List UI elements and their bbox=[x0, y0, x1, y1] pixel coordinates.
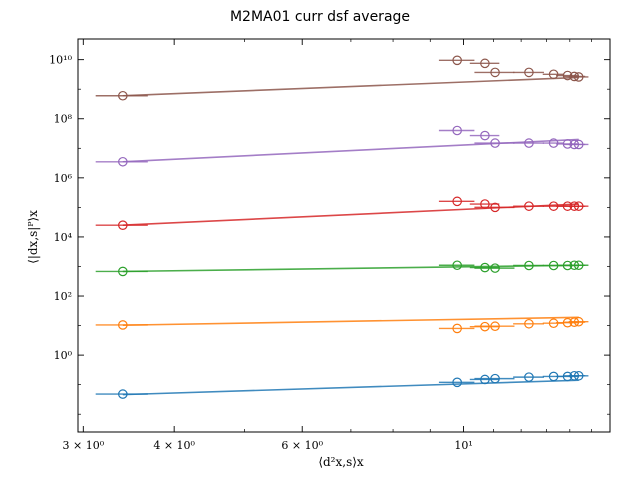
data-point bbox=[452, 323, 462, 334]
series-5 bbox=[95, 55, 589, 101]
data-point bbox=[573, 316, 584, 327]
data-point bbox=[490, 138, 500, 148]
y-tick-label: 10² bbox=[54, 290, 72, 303]
x-tick-label: 3 × 10⁰ bbox=[62, 439, 104, 452]
data-point bbox=[548, 201, 559, 211]
data-point bbox=[562, 70, 573, 81]
data-point bbox=[452, 125, 462, 136]
data-point bbox=[452, 377, 462, 388]
x-tick-label: 10¹ bbox=[454, 439, 472, 452]
data-point bbox=[562, 139, 573, 149]
data-point bbox=[118, 266, 128, 277]
data-point bbox=[490, 263, 500, 273]
y-axis: 10⁰ 10² 10⁴ 10⁶ 10⁸ 10¹⁰ bbox=[49, 54, 610, 415]
x-axis-label: ⟨d²x,s⟩x bbox=[318, 455, 364, 469]
data-point bbox=[524, 201, 534, 211]
data-point bbox=[452, 196, 462, 207]
data-point bbox=[569, 71, 580, 82]
data-point bbox=[569, 139, 580, 150]
data-point bbox=[573, 139, 584, 150]
data-point bbox=[524, 260, 534, 271]
trend-line bbox=[122, 76, 579, 97]
data-point bbox=[480, 130, 490, 141]
data-point bbox=[562, 317, 573, 328]
data-point bbox=[569, 201, 580, 211]
data-point bbox=[569, 260, 580, 271]
data-point bbox=[524, 318, 534, 329]
data-point bbox=[548, 371, 559, 382]
data-point bbox=[548, 69, 559, 80]
series-4 bbox=[95, 125, 589, 167]
data-point bbox=[524, 138, 534, 148]
x-tick-label: 4 × 10⁰ bbox=[153, 439, 195, 452]
data-point bbox=[548, 318, 559, 329]
data-point bbox=[569, 370, 580, 381]
data-point bbox=[548, 260, 559, 271]
x-tick-label: 6 × 10⁰ bbox=[281, 439, 323, 452]
data-point bbox=[118, 389, 128, 399]
data-point bbox=[573, 72, 584, 82]
data-point bbox=[490, 202, 500, 213]
data-point bbox=[569, 317, 580, 328]
data-point bbox=[573, 260, 584, 271]
y-axis-label: ⟨|dx,s|ᴾ⟩x bbox=[26, 210, 40, 264]
data-point bbox=[524, 372, 534, 382]
y-tick-label: 10⁴ bbox=[54, 231, 73, 244]
data-point bbox=[480, 58, 490, 69]
trend-line bbox=[122, 316, 579, 326]
y-tick-label: 10⁸ bbox=[54, 113, 73, 126]
x-axis: 3 × 10⁰ 4 × 10⁰ 6 × 10⁰ 10¹ bbox=[62, 39, 592, 452]
data-point bbox=[573, 201, 584, 211]
data-point bbox=[562, 260, 573, 271]
trend-line bbox=[122, 264, 579, 273]
data-point bbox=[548, 138, 559, 148]
plot-frame bbox=[77, 38, 611, 433]
data-point bbox=[118, 90, 128, 101]
data-point bbox=[480, 199, 490, 209]
trend-line bbox=[122, 379, 579, 396]
data-point bbox=[490, 373, 500, 384]
data-point bbox=[452, 55, 462, 66]
y-tick-label: 10⁶ bbox=[54, 172, 73, 185]
data-point bbox=[480, 262, 490, 273]
data-point bbox=[573, 370, 584, 381]
data-point bbox=[480, 321, 490, 332]
axes-frame bbox=[77, 38, 611, 433]
data-point bbox=[452, 260, 462, 271]
data-point bbox=[118, 320, 128, 330]
data-point bbox=[490, 321, 500, 332]
y-tick-label: 10¹⁰ bbox=[49, 54, 72, 67]
series-0 bbox=[95, 370, 589, 399]
series-2 bbox=[95, 260, 589, 277]
y-tick-label: 10⁰ bbox=[54, 349, 73, 362]
data-point bbox=[118, 220, 128, 230]
data-point bbox=[480, 374, 490, 385]
data-point bbox=[562, 201, 573, 211]
series-1 bbox=[95, 316, 589, 334]
chart-title: M2MA01 curr dsf average bbox=[230, 9, 410, 25]
plot-area bbox=[95, 55, 589, 399]
series-3 bbox=[95, 196, 589, 230]
data-point bbox=[524, 67, 534, 78]
data-point bbox=[118, 156, 128, 167]
data-point bbox=[490, 67, 500, 78]
data-point bbox=[562, 371, 573, 382]
